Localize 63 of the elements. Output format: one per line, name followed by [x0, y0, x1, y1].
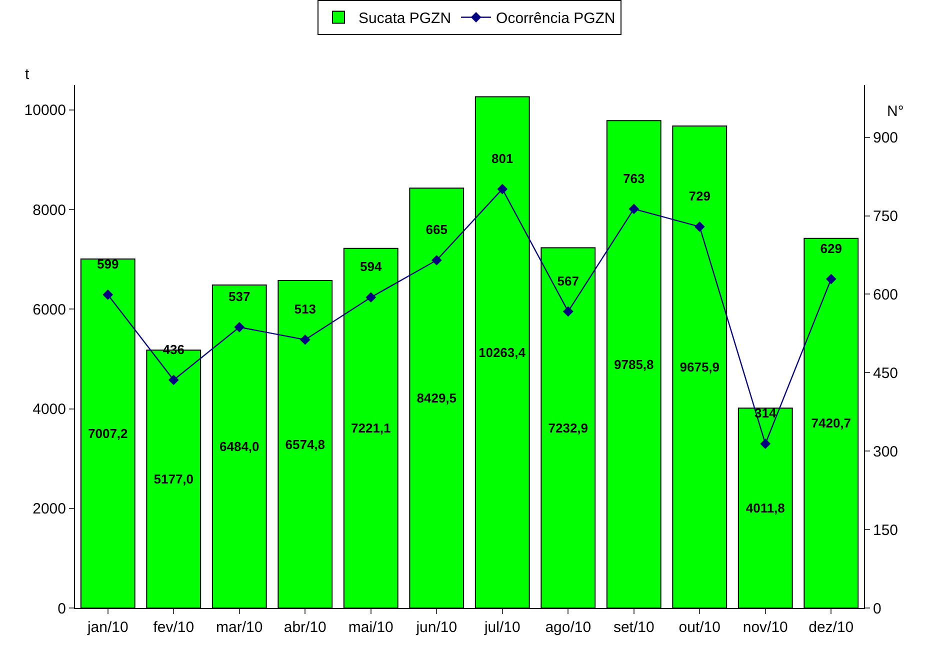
y-axis-title: t: [25, 66, 30, 83]
x-tick-label: fev/10: [153, 619, 194, 636]
data-label: 729: [688, 188, 710, 204]
point: [431, 255, 442, 266]
x-tick-label: dez/10: [808, 619, 854, 636]
point: [826, 274, 836, 284]
y2-tick-label: 300: [873, 443, 898, 460]
data-label: 9675,9: [680, 360, 720, 375]
x-tick-label: abr/10: [284, 619, 326, 636]
data-label: 594: [360, 259, 382, 274]
data-label: 7221,1: [350, 420, 391, 436]
y2-tick-label: 150: [873, 522, 898, 539]
point: [497, 184, 508, 194]
y-tick-label: 4000: [32, 401, 66, 418]
data-label: 629: [820, 240, 842, 256]
point: [366, 292, 376, 303]
y-tick-label: 8000: [32, 202, 66, 219]
x-tick-label: jun/10: [415, 619, 458, 636]
x-tick-label: mai/10: [348, 619, 394, 636]
x-tick-label: mar/10: [216, 619, 263, 636]
data-label: 6484,0: [219, 439, 260, 454]
point: [562, 306, 574, 317]
y2-tick-label: 0: [873, 600, 882, 618]
y-tick-label: 2000: [32, 500, 66, 518]
point: [102, 290, 114, 300]
point: [760, 438, 771, 449]
y2-tick-label: 600: [873, 286, 898, 304]
data-label: 665: [426, 222, 448, 238]
point: [628, 204, 640, 214]
data-label: 599: [97, 256, 119, 272]
point: [300, 334, 310, 345]
data-label: 7007,2: [88, 426, 128, 441]
x-tick-label: out/10: [678, 619, 720, 636]
data-label: 6574,8: [285, 436, 326, 452]
data-label: 7232,9: [548, 420, 588, 436]
y-tick-label: 10000: [24, 102, 66, 120]
data-label: 763: [623, 170, 645, 186]
data-label: 5177,0: [154, 472, 194, 487]
point: [234, 322, 245, 332]
data-label: 7420,7: [811, 416, 852, 431]
data-label: 9785,8: [614, 356, 654, 372]
y2-tick-label: 900: [873, 130, 898, 147]
y-tick-label: 0: [58, 600, 66, 618]
legend-label: Ocorrência PGZN: [496, 10, 616, 28]
x-tick-label: set/10: [613, 619, 654, 636]
y2-tick-label: 750: [873, 208, 898, 225]
data-label: 537: [228, 289, 250, 304]
data-label: 567: [557, 273, 579, 288]
point: [694, 222, 705, 232]
data-label: 4011,8: [746, 500, 785, 516]
point: [168, 374, 179, 386]
x-tick-label: nov/10: [742, 619, 788, 636]
x-tick-label: jan/10: [86, 619, 128, 636]
legend-label: Sucata PGZN: [358, 10, 452, 28]
y-tick-label: 6000: [32, 301, 66, 318]
y2-tick-label: 450: [873, 364, 898, 382]
x-tick-label: ago/10: [545, 619, 592, 636]
data-label: 10263,4: [478, 344, 526, 360]
x-tick-label: jul/10: [483, 619, 520, 636]
data-label: 513: [294, 302, 316, 317]
data-label: 8429,5: [416, 390, 457, 406]
data-label: 801: [492, 150, 514, 166]
y2-axis-title: N°: [887, 103, 904, 120]
